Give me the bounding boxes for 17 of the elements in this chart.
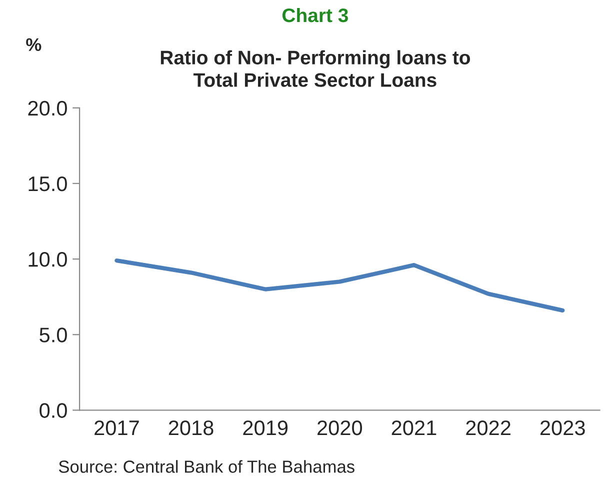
chart-subtitle: Ratio of Non- Performing loans to Total Private Sector Loans: [160, 50, 470, 87]
x-tick-label: 2021: [392, 420, 436, 436]
x-tick-label: 2023: [540, 420, 585, 436]
x-tick-label: 2019: [243, 420, 288, 436]
chart-title: Chart 3: [282, 8, 348, 22]
source-note: Source: Central Bank of The Bahamas: [58, 460, 354, 473]
y-axis-title: %: [26, 38, 42, 51]
y-tick-label: 10.0: [28, 252, 67, 267]
y-tick-label: 15.0: [28, 176, 67, 192]
x-tick-label: 2017: [94, 420, 139, 436]
x-tick-label: 2020: [318, 420, 362, 436]
y-tick-label: 0.0: [40, 403, 67, 418]
y-tick-label: 20.0: [28, 100, 67, 116]
y-tick-label: 5.0: [40, 328, 67, 342]
x-tick-label: 2018: [168, 420, 214, 436]
x-tick-label: 2022: [466, 420, 510, 436]
line-series: [114, 258, 565, 313]
